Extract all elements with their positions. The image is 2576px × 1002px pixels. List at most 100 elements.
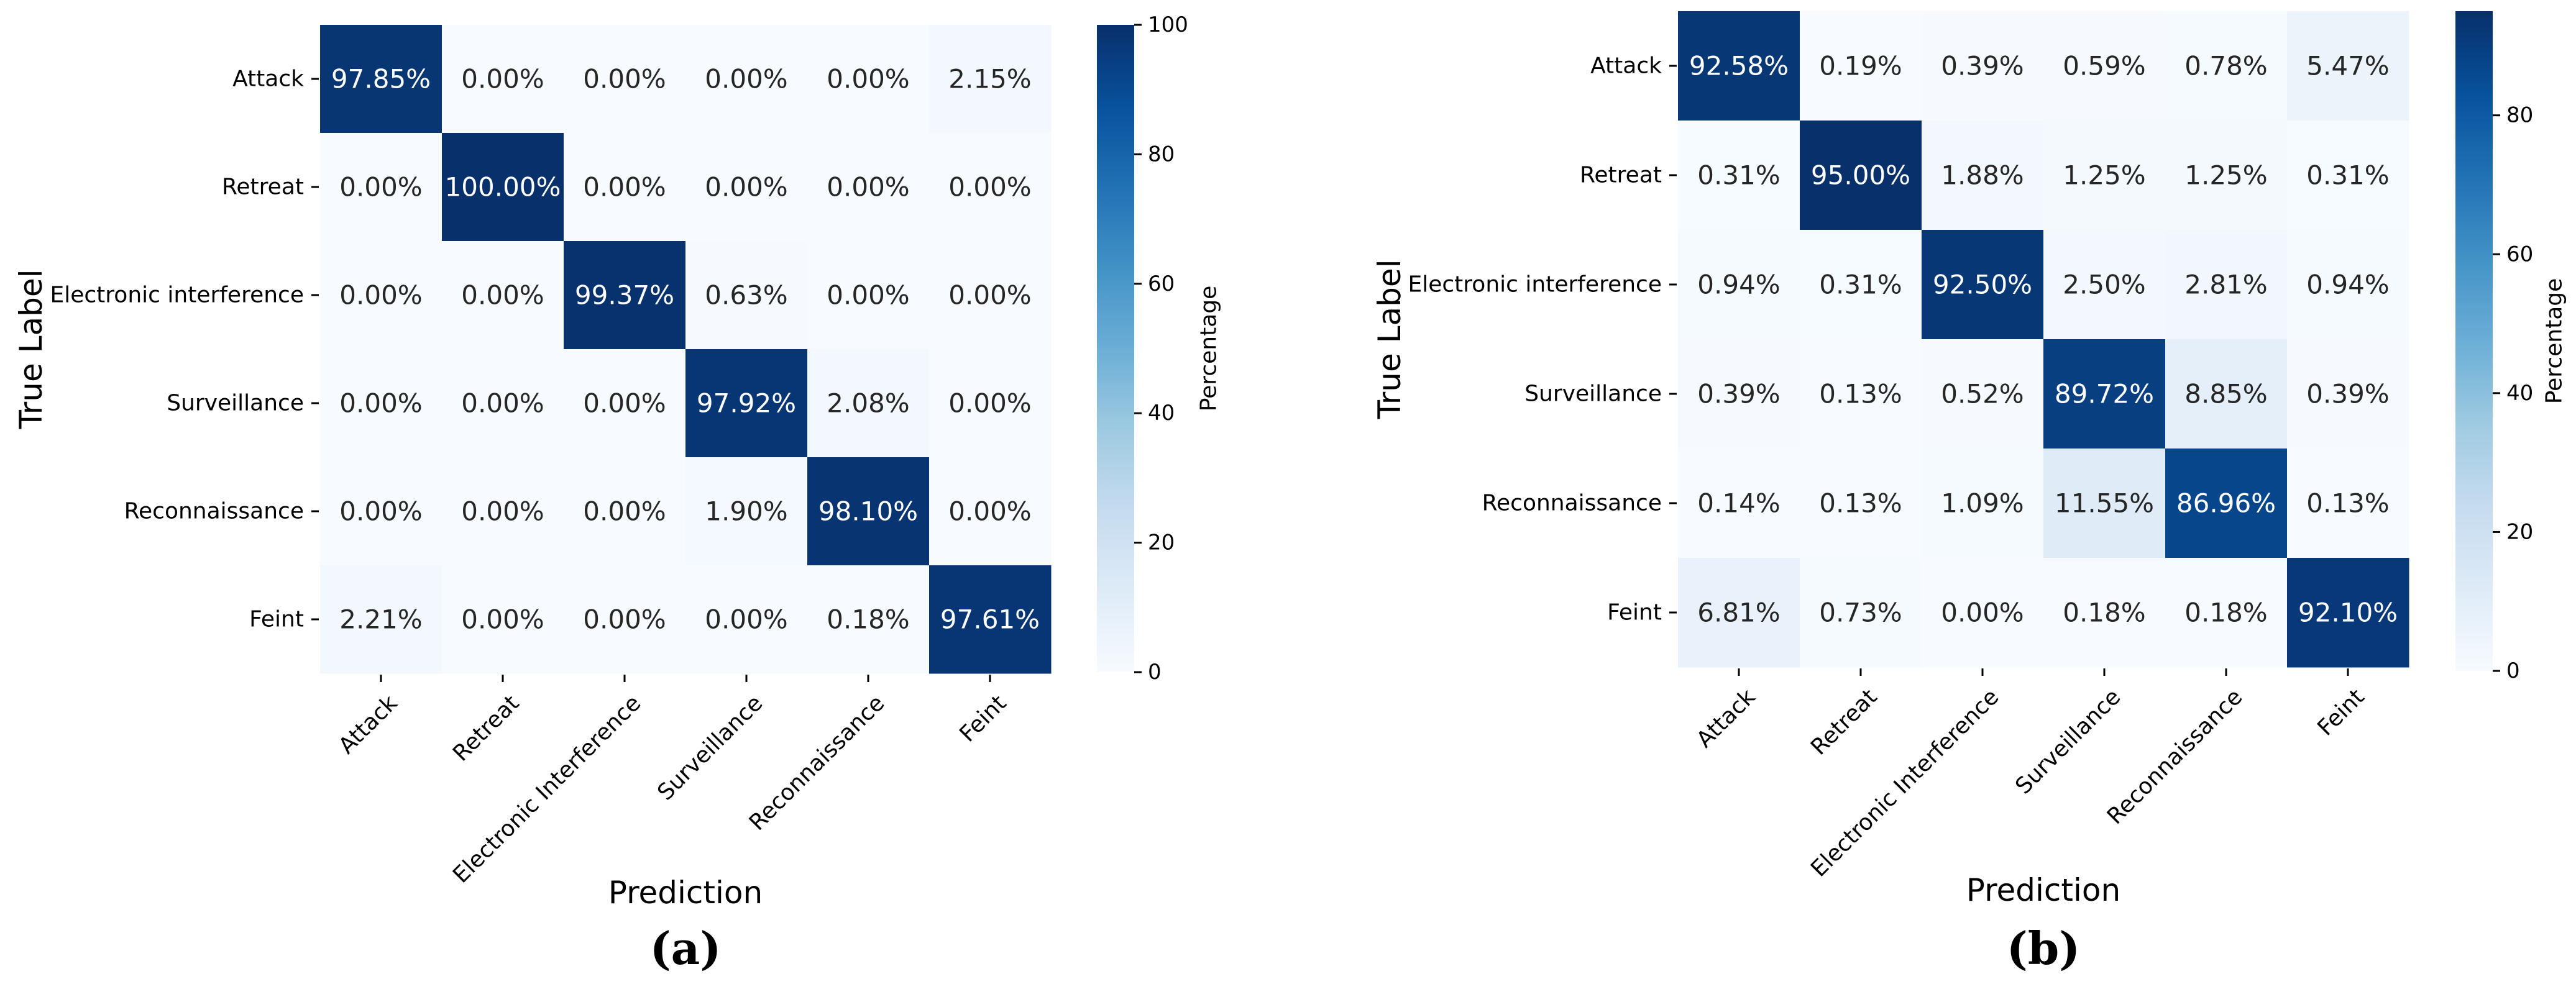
colorbar-tick-label: 0: [2506, 658, 2520, 683]
heatmap-cell: [685, 241, 808, 350]
cell-value-label: 0.00%: [948, 388, 1031, 419]
heatmap-cell: [2165, 339, 2288, 449]
y-tick-label: Retreat: [1580, 163, 1662, 188]
cell-value-label: 0.00%: [583, 388, 666, 419]
y-tick-label: Attack: [232, 66, 304, 92]
cell-value-label: 0.00%: [339, 280, 422, 311]
heatmap-cell: [320, 241, 442, 350]
y-tick-label: Surveillance: [1524, 381, 1662, 407]
y-tick-label: Feint: [1607, 600, 1662, 626]
heatmap-cell: [929, 349, 1052, 458]
heatmap-panel-b: 92.58% 0.19% 0.39% 0.59% 0.78% 5.47% 0.31% 95.0…: [1372, 11, 2567, 975]
heatmap-cell: [685, 25, 808, 134]
cell-value-label: 2.81%: [2184, 270, 2267, 300]
cell-value-label: 95.00%: [1811, 160, 1910, 191]
cell-value-label: 0.00%: [827, 280, 909, 311]
heatmap-cell: [320, 349, 442, 458]
cell-value-label: 0.13%: [1819, 488, 1902, 519]
colorbar-tick-label: 80: [2506, 103, 2533, 128]
heatmap-cell: [929, 25, 1052, 134]
cell-value-label: 0.31%: [1697, 160, 1780, 191]
heatmap-cell: [1678, 230, 1800, 340]
cell-value-label: 0.18%: [2184, 598, 2267, 628]
colorbar-tick-label: 0: [1148, 660, 1162, 685]
cell-value-label: 98.10%: [818, 496, 918, 527]
cell-value-label: 0.94%: [1697, 270, 1780, 300]
cell-value-label: 1.88%: [1941, 160, 2024, 191]
cell-value-label: 0.73%: [1819, 598, 1902, 628]
heatmap-cell: [2043, 449, 2166, 558]
heatmap-cell: [2165, 449, 2288, 558]
panel-label: (b): [2007, 922, 2080, 975]
x-tick-label: Reconnaissance: [745, 690, 890, 836]
y-tick-label: Reconnaissance: [1482, 491, 1662, 516]
heatmap-cell: [320, 25, 442, 134]
y-axis-title: True Label: [13, 270, 49, 430]
colorbar-tick-label: 40: [2506, 381, 2533, 406]
heatmap-cell: [442, 349, 564, 458]
heatmap-cell: [807, 241, 930, 350]
cell-value-label: 0.00%: [339, 172, 422, 203]
heatmap-cell: [2165, 11, 2288, 121]
cell-value-label: 0.00%: [583, 172, 666, 203]
heatmap-cell: [442, 565, 564, 674]
x-tick-label: Retreat: [1806, 684, 1882, 760]
heatmap-cell: [1678, 558, 1800, 668]
cell-value-label: 0.31%: [1819, 270, 1902, 300]
cell-value-label: 99.37%: [575, 280, 674, 311]
cell-value-label: 0.00%: [1941, 598, 2024, 628]
cell-value-label: 100.00%: [445, 172, 561, 203]
colorbar-tick-label: 100: [1148, 12, 1188, 37]
heatmap-cell: [2287, 449, 2409, 558]
cell-value-label: 6.81%: [1697, 598, 1780, 628]
heatmap-cell: [320, 565, 442, 674]
heatmap-cell: [807, 133, 930, 242]
cell-value-label: 8.85%: [2184, 379, 2267, 409]
cell-value-label: 0.00%: [948, 496, 1031, 527]
heatmap-cell: [1922, 449, 2044, 558]
cell-value-label: 0.63%: [705, 280, 787, 311]
cell-value-label: 0.14%: [1697, 488, 1780, 519]
heatmap-cell: [929, 241, 1052, 350]
heatmap-cell: [807, 565, 930, 674]
heatmap-cell: [1800, 449, 1922, 558]
heatmap-cell: [1922, 230, 2044, 340]
panel-label: (a): [650, 922, 722, 975]
y-tick-label: Feint: [249, 607, 304, 632]
x-tick-label: Feint: [955, 690, 1011, 747]
heatmap-cell: [564, 565, 686, 674]
heatmap-cell: [685, 457, 808, 566]
cell-value-label: 0.39%: [2306, 379, 2389, 409]
x-axis-title: Prediction: [1966, 872, 2120, 908]
x-tick-label: Attack: [334, 690, 402, 758]
cell-value-label: 0.00%: [461, 604, 544, 635]
cell-value-label: 0.94%: [2306, 270, 2389, 300]
cell-value-label: 0.59%: [2063, 51, 2145, 81]
y-tick-label: Retreat: [222, 175, 304, 200]
x-tick-label: Retreat: [448, 690, 524, 766]
cell-value-label: 0.52%: [1941, 379, 2024, 409]
cell-value-label: 89.72%: [2055, 379, 2154, 409]
cell-value-label: 0.18%: [2063, 598, 2145, 628]
x-tick-label: Feint: [2312, 684, 2369, 740]
heatmap-cell: [685, 349, 808, 458]
colorbar-title: Percentage: [1196, 286, 1222, 412]
y-tick-label: Reconnaissance: [124, 499, 304, 524]
heatmap-cell: [1678, 11, 1800, 121]
cell-value-label: 0.13%: [1819, 379, 1902, 409]
cell-value-label: 0.39%: [1941, 51, 2024, 81]
cell-value-label: 92.50%: [1933, 270, 2032, 300]
heatmap-cell: [2043, 558, 2166, 668]
heatmap-cell: [442, 25, 564, 134]
cell-value-label: 92.58%: [1689, 51, 1789, 81]
x-tick-label: Surveillance: [653, 690, 768, 805]
heatmap-cell: [929, 133, 1052, 242]
heatmap-cell: [1800, 558, 1922, 668]
y-tick-label: Electronic interference: [50, 283, 304, 308]
cell-value-label: 0.00%: [583, 64, 666, 94]
heatmap-cell: [929, 457, 1052, 566]
cell-value-label: 0.00%: [827, 64, 909, 94]
heatmap-cell: [564, 349, 686, 458]
heatmap-cell: [564, 457, 686, 566]
